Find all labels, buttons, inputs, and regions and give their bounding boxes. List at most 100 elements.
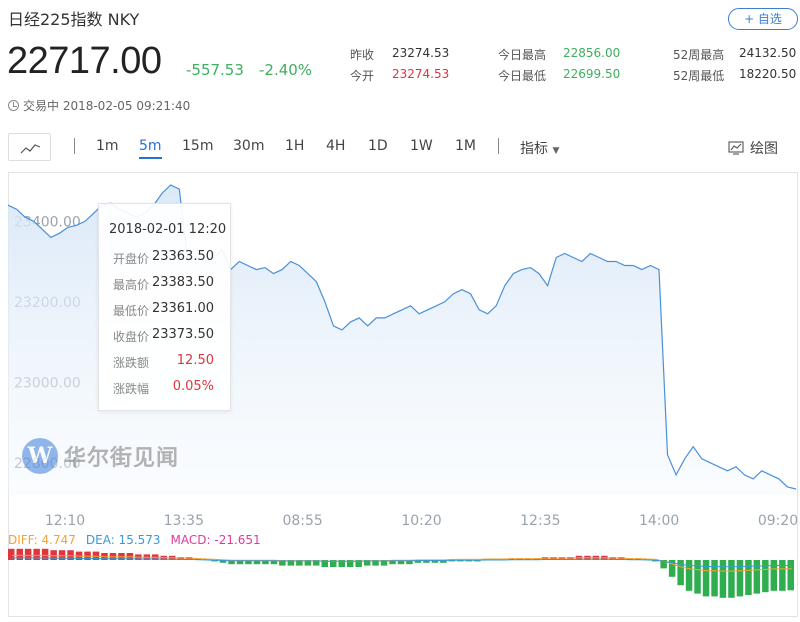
trading-status-text: 交易中 2018-02-05 09:21:40 <box>23 99 191 113</box>
macd-histogram-bar <box>558 557 566 560</box>
line-chart-icon <box>20 144 41 154</box>
macd-histogram-bar <box>228 560 235 565</box>
open-value: 23274.53 <box>392 67 450 81</box>
macd-histogram-bar <box>728 560 735 598</box>
macd-histogram-bar <box>33 548 40 560</box>
macd-dea-label: DEA: 15.573 <box>85 533 161 547</box>
macd-histogram-bar <box>533 558 540 560</box>
chart-type-button[interactable] <box>8 133 51 161</box>
macd-histogram-bar <box>753 560 761 594</box>
price-change-percent: -2.40% <box>259 61 313 79</box>
macd-histogram-bar <box>702 560 710 597</box>
x-axis-tick-label: 12:10 <box>45 513 85 529</box>
macd-histogram-bar <box>321 560 328 567</box>
tooltip-close-label: 收盘价 <box>113 330 150 344</box>
macd-histogram-bar <box>694 560 701 594</box>
macd-histogram-bar <box>296 560 303 566</box>
macd-histogram-bar <box>177 557 184 560</box>
tooltip-change-pct-value: 0.05% <box>172 379 214 394</box>
day-low-value: 22699.50 <box>563 67 621 81</box>
macd-histogram-bar <box>762 560 769 593</box>
tooltip-open-label: 开盘价 <box>113 252 150 266</box>
tab-1month[interactable]: 1M <box>455 138 476 154</box>
x-axis-tick-label: 10:20 <box>401 513 441 529</box>
macd-histogram-bar <box>372 560 379 566</box>
caret-down-icon: ▼ <box>552 146 560 156</box>
tab-1w[interactable]: 1W <box>410 138 433 154</box>
macd-histogram-bar <box>389 560 396 565</box>
macd-histogram-bar <box>660 560 667 569</box>
toolbar-divider <box>498 138 499 154</box>
tab-1h[interactable]: 1H <box>285 138 305 154</box>
week52-low-label: 52周最低 <box>673 69 725 83</box>
macd-histogram-bar <box>16 548 23 560</box>
tooltip-time: 2018-02-01 12:20 <box>109 222 227 237</box>
macd-histogram-bar <box>245 560 252 565</box>
macd-histogram-bar <box>8 548 15 560</box>
macd-histogram-bar <box>770 560 778 591</box>
tab-1m[interactable]: 1m <box>96 138 119 154</box>
macd-histogram-bar <box>635 558 642 560</box>
macd-histogram-bar <box>355 560 362 567</box>
macd-histogram-bar <box>363 560 371 566</box>
macd-histogram-bar <box>270 560 278 565</box>
tooltip-change-label: 涨跌额 <box>113 356 150 370</box>
week52-low-value: 18220.50 <box>739 67 797 81</box>
macd-histogram-bar <box>219 560 227 563</box>
tab-1d[interactable]: 1D <box>368 138 388 154</box>
macd-histogram-bar <box>423 560 430 563</box>
day-high-label: 今日最高 <box>498 48 547 62</box>
macd-histogram-bar <box>431 560 439 563</box>
day-low-label: 今日最低 <box>498 69 547 83</box>
macd-histogram-bar <box>618 557 625 560</box>
tab-30m[interactable]: 30m <box>233 138 265 154</box>
macd-histogram-bar <box>313 560 320 566</box>
macd-histogram-bar <box>719 560 727 598</box>
tab-5m[interactable]: 5m <box>139 138 162 159</box>
macd-histogram-bar <box>516 558 523 560</box>
indicator-label: 指标 <box>520 141 548 157</box>
macd-histogram-bar <box>609 557 617 560</box>
week52-high-label: 52周最高 <box>673 48 725 62</box>
prev-close-label: 昨收 <box>350 48 375 62</box>
tab-15m[interactable]: 15m <box>182 138 214 154</box>
macd-histogram-bar <box>185 557 193 560</box>
macd-histogram-bar <box>736 560 744 597</box>
macd-histogram-bar <box>524 558 532 560</box>
macd-histogram-bar <box>787 560 794 591</box>
tooltip-low-label: 最低价 <box>113 304 150 318</box>
current-price: 22717.00 <box>7 40 162 82</box>
macd-histogram-bar <box>677 560 684 586</box>
macd-histogram-bar <box>92 551 100 560</box>
x-axis-tick-label: 08:55 <box>282 513 322 529</box>
x-axis-tick-label: 14:00 <box>639 513 679 529</box>
macd-histogram-bar <box>279 560 286 566</box>
macd-histogram-bar <box>346 560 354 567</box>
tooltip-change-value: 12.50 <box>176 353 214 368</box>
add-watchlist-button[interactable]: + 自选 <box>728 8 798 30</box>
watermark-logo: W <box>22 438 58 474</box>
tab-4h[interactable]: 4H <box>326 138 346 154</box>
macd-histogram-bar <box>253 560 261 565</box>
chart-toolbar: 1m 5m 15m 30m 1H 4H 1D 1W 1M 指标 ▼ 绘图 <box>8 133 798 161</box>
macd-histogram-bar <box>440 560 447 563</box>
prev-close-value: 23274.53 <box>392 46 450 60</box>
macd-histogram-bar <box>236 560 244 565</box>
draw-button[interactable]: 绘图 <box>728 138 778 158</box>
tooltip-low-value: 23361.00 <box>151 301 214 316</box>
week52-high-value: 24132.50 <box>739 46 797 60</box>
macd-histogram-bar <box>330 560 337 567</box>
macd-dea-line <box>12 557 792 568</box>
macd-histogram-bar <box>287 560 295 566</box>
indicator-dropdown[interactable]: 指标 ▼ <box>520 138 559 158</box>
macd-histogram-bar <box>58 550 66 560</box>
draw-icon <box>728 141 744 155</box>
macd-histogram-bar <box>550 557 557 560</box>
macd-histogram-bar <box>406 560 413 565</box>
macd-histogram-bar <box>84 551 91 560</box>
macd-histogram-bar <box>338 560 345 567</box>
macd-histogram-bar <box>304 560 312 566</box>
tooltip-open-value: 23363.50 <box>151 249 214 264</box>
tooltip-high-label: 最高价 <box>113 278 150 292</box>
macd-chart[interactable] <box>8 548 798 610</box>
